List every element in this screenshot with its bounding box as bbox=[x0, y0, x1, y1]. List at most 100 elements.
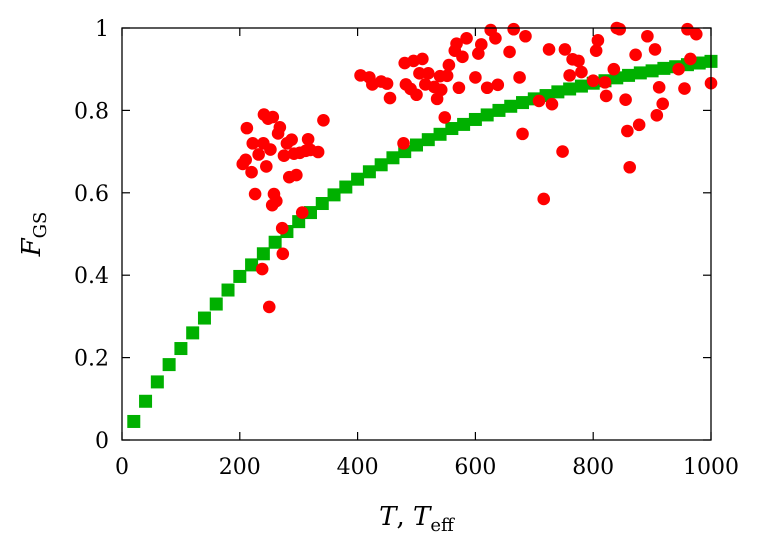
square-marker bbox=[162, 358, 176, 372]
circle-marker bbox=[537, 192, 551, 206]
square-marker bbox=[433, 127, 447, 141]
y-tick-label: 0.2 bbox=[74, 347, 109, 372]
square-marker bbox=[174, 342, 188, 356]
square-marker bbox=[633, 66, 647, 80]
circle-marker bbox=[598, 76, 612, 89]
square-marker bbox=[504, 99, 518, 113]
circle-marker bbox=[672, 62, 685, 76]
circle-marker bbox=[255, 262, 269, 276]
square-marker bbox=[362, 165, 376, 179]
circle-marker bbox=[290, 168, 303, 182]
square-marker bbox=[374, 158, 388, 172]
circle-marker bbox=[260, 160, 273, 173]
square-marker bbox=[127, 414, 141, 428]
square-marker bbox=[516, 96, 530, 110]
circle-marker bbox=[656, 97, 670, 111]
series-0-markers bbox=[127, 54, 718, 428]
circle-marker bbox=[442, 58, 456, 72]
x-tick-label: 800 bbox=[572, 455, 614, 480]
circle-marker bbox=[489, 32, 502, 45]
circle-marker bbox=[317, 113, 330, 127]
square-marker bbox=[186, 326, 200, 340]
circle-marker bbox=[474, 38, 488, 51]
square-marker bbox=[327, 188, 341, 202]
circle-marker bbox=[480, 81, 494, 95]
series-1-markers bbox=[236, 21, 718, 314]
x-tick-label: 400 bbox=[337, 455, 379, 480]
circle-marker bbox=[632, 118, 646, 132]
circle-marker bbox=[245, 165, 258, 179]
circle-marker bbox=[434, 83, 448, 97]
circle-marker bbox=[542, 43, 556, 56]
circle-marker bbox=[532, 94, 546, 108]
square-marker bbox=[139, 394, 153, 408]
square-marker bbox=[622, 68, 636, 82]
circle-marker bbox=[621, 124, 634, 138]
circle-marker bbox=[295, 206, 309, 219]
circle-marker bbox=[623, 160, 637, 174]
axis-labels: T, Teff FGS bbox=[17, 212, 455, 534]
circle-marker bbox=[545, 97, 559, 111]
square-marker bbox=[410, 138, 423, 152]
circle-marker bbox=[641, 29, 654, 43]
x-axis-label: T, Teff bbox=[379, 502, 455, 534]
circle-marker bbox=[516, 127, 529, 141]
square-marker bbox=[657, 61, 671, 75]
circle-marker bbox=[262, 300, 276, 314]
circle-marker bbox=[613, 22, 627, 36]
plot-frame bbox=[121, 27, 712, 441]
circle-marker bbox=[416, 52, 429, 66]
circle-marker bbox=[246, 137, 260, 150]
circle-marker bbox=[301, 132, 315, 146]
circle-marker bbox=[450, 37, 463, 50]
circle-marker bbox=[270, 194, 283, 208]
x-tick-label: 600 bbox=[454, 455, 496, 480]
y-tick-label: 0.8 bbox=[74, 99, 109, 124]
circle-marker bbox=[563, 69, 576, 82]
square-marker bbox=[209, 297, 223, 311]
square-marker bbox=[245, 258, 259, 272]
circle-marker bbox=[273, 120, 287, 134]
circle-marker bbox=[599, 89, 613, 103]
square-marker bbox=[268, 235, 282, 249]
circle-marker bbox=[586, 74, 600, 88]
circle-marker bbox=[285, 133, 298, 146]
square-marker bbox=[574, 79, 588, 93]
circle-marker bbox=[591, 34, 605, 47]
square-marker bbox=[386, 151, 400, 165]
circle-marker bbox=[556, 145, 569, 158]
square-marker bbox=[197, 311, 211, 325]
y-tick-label: 0 bbox=[95, 429, 109, 454]
circle-marker bbox=[491, 78, 505, 92]
circle-marker bbox=[507, 22, 520, 36]
square-marker bbox=[315, 197, 329, 211]
circle-marker bbox=[277, 149, 291, 163]
square-marker bbox=[256, 247, 270, 261]
y-axis-label: FGS bbox=[17, 212, 51, 258]
square-marker bbox=[468, 112, 482, 126]
circle-marker bbox=[380, 77, 394, 90]
circle-marker bbox=[438, 111, 452, 124]
square-marker bbox=[445, 122, 459, 136]
circle-marker bbox=[456, 50, 469, 64]
circle-marker bbox=[572, 54, 585, 68]
circle-marker bbox=[469, 71, 482, 84]
circle-marker bbox=[410, 88, 423, 102]
square-marker bbox=[457, 117, 471, 131]
circle-marker bbox=[629, 48, 642, 62]
circle-marker bbox=[678, 82, 691, 95]
circle-marker bbox=[240, 121, 254, 135]
y-tick-label: 0.6 bbox=[74, 182, 109, 207]
circle-marker bbox=[383, 91, 397, 105]
square-marker bbox=[233, 269, 247, 283]
y-tick-label: 1 bbox=[95, 17, 109, 42]
circle-marker bbox=[460, 32, 473, 45]
square-marker bbox=[492, 103, 506, 117]
circle-marker bbox=[413, 67, 426, 80]
circle-marker bbox=[689, 27, 703, 41]
circle-marker bbox=[421, 67, 435, 80]
circle-marker bbox=[311, 145, 325, 159]
circle-marker bbox=[607, 62, 621, 76]
circle-marker bbox=[648, 43, 662, 56]
